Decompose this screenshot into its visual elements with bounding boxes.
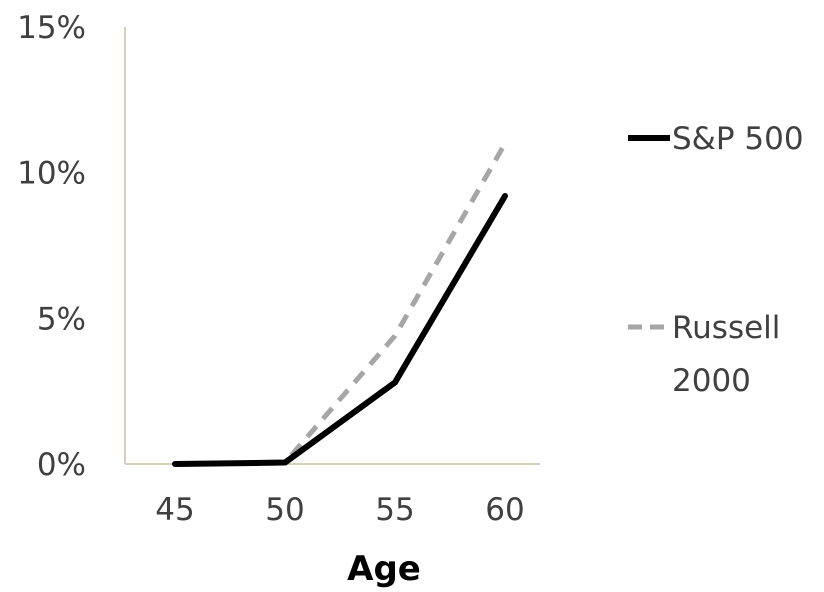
- y-tick-label: 15%: [17, 10, 86, 46]
- x-axis-ticks: 45 50 55 60: [155, 492, 524, 528]
- x-axis-title: Age: [347, 549, 421, 589]
- legend-label: 2000: [672, 363, 751, 399]
- x-tick-label: 50: [265, 492, 304, 528]
- legend-label: S&P 500: [672, 121, 804, 157]
- y-axis-ticks: 0% 5% 10% 15%: [17, 10, 86, 483]
- series-layer: [172, 142, 508, 467]
- x-tick-label: 60: [485, 492, 524, 528]
- x-tick-label: 45: [155, 492, 194, 528]
- x-tick-label: 55: [375, 492, 414, 528]
- y-tick-label: 10%: [17, 156, 86, 192]
- legend-label: Russell: [672, 310, 780, 346]
- y-tick-label: 0%: [37, 447, 86, 483]
- series-line-0: [172, 192, 508, 467]
- y-tick-label: 5%: [37, 301, 86, 337]
- series-line-1: [174, 142, 508, 467]
- legend: S&P 500 Russell 2000: [628, 121, 804, 399]
